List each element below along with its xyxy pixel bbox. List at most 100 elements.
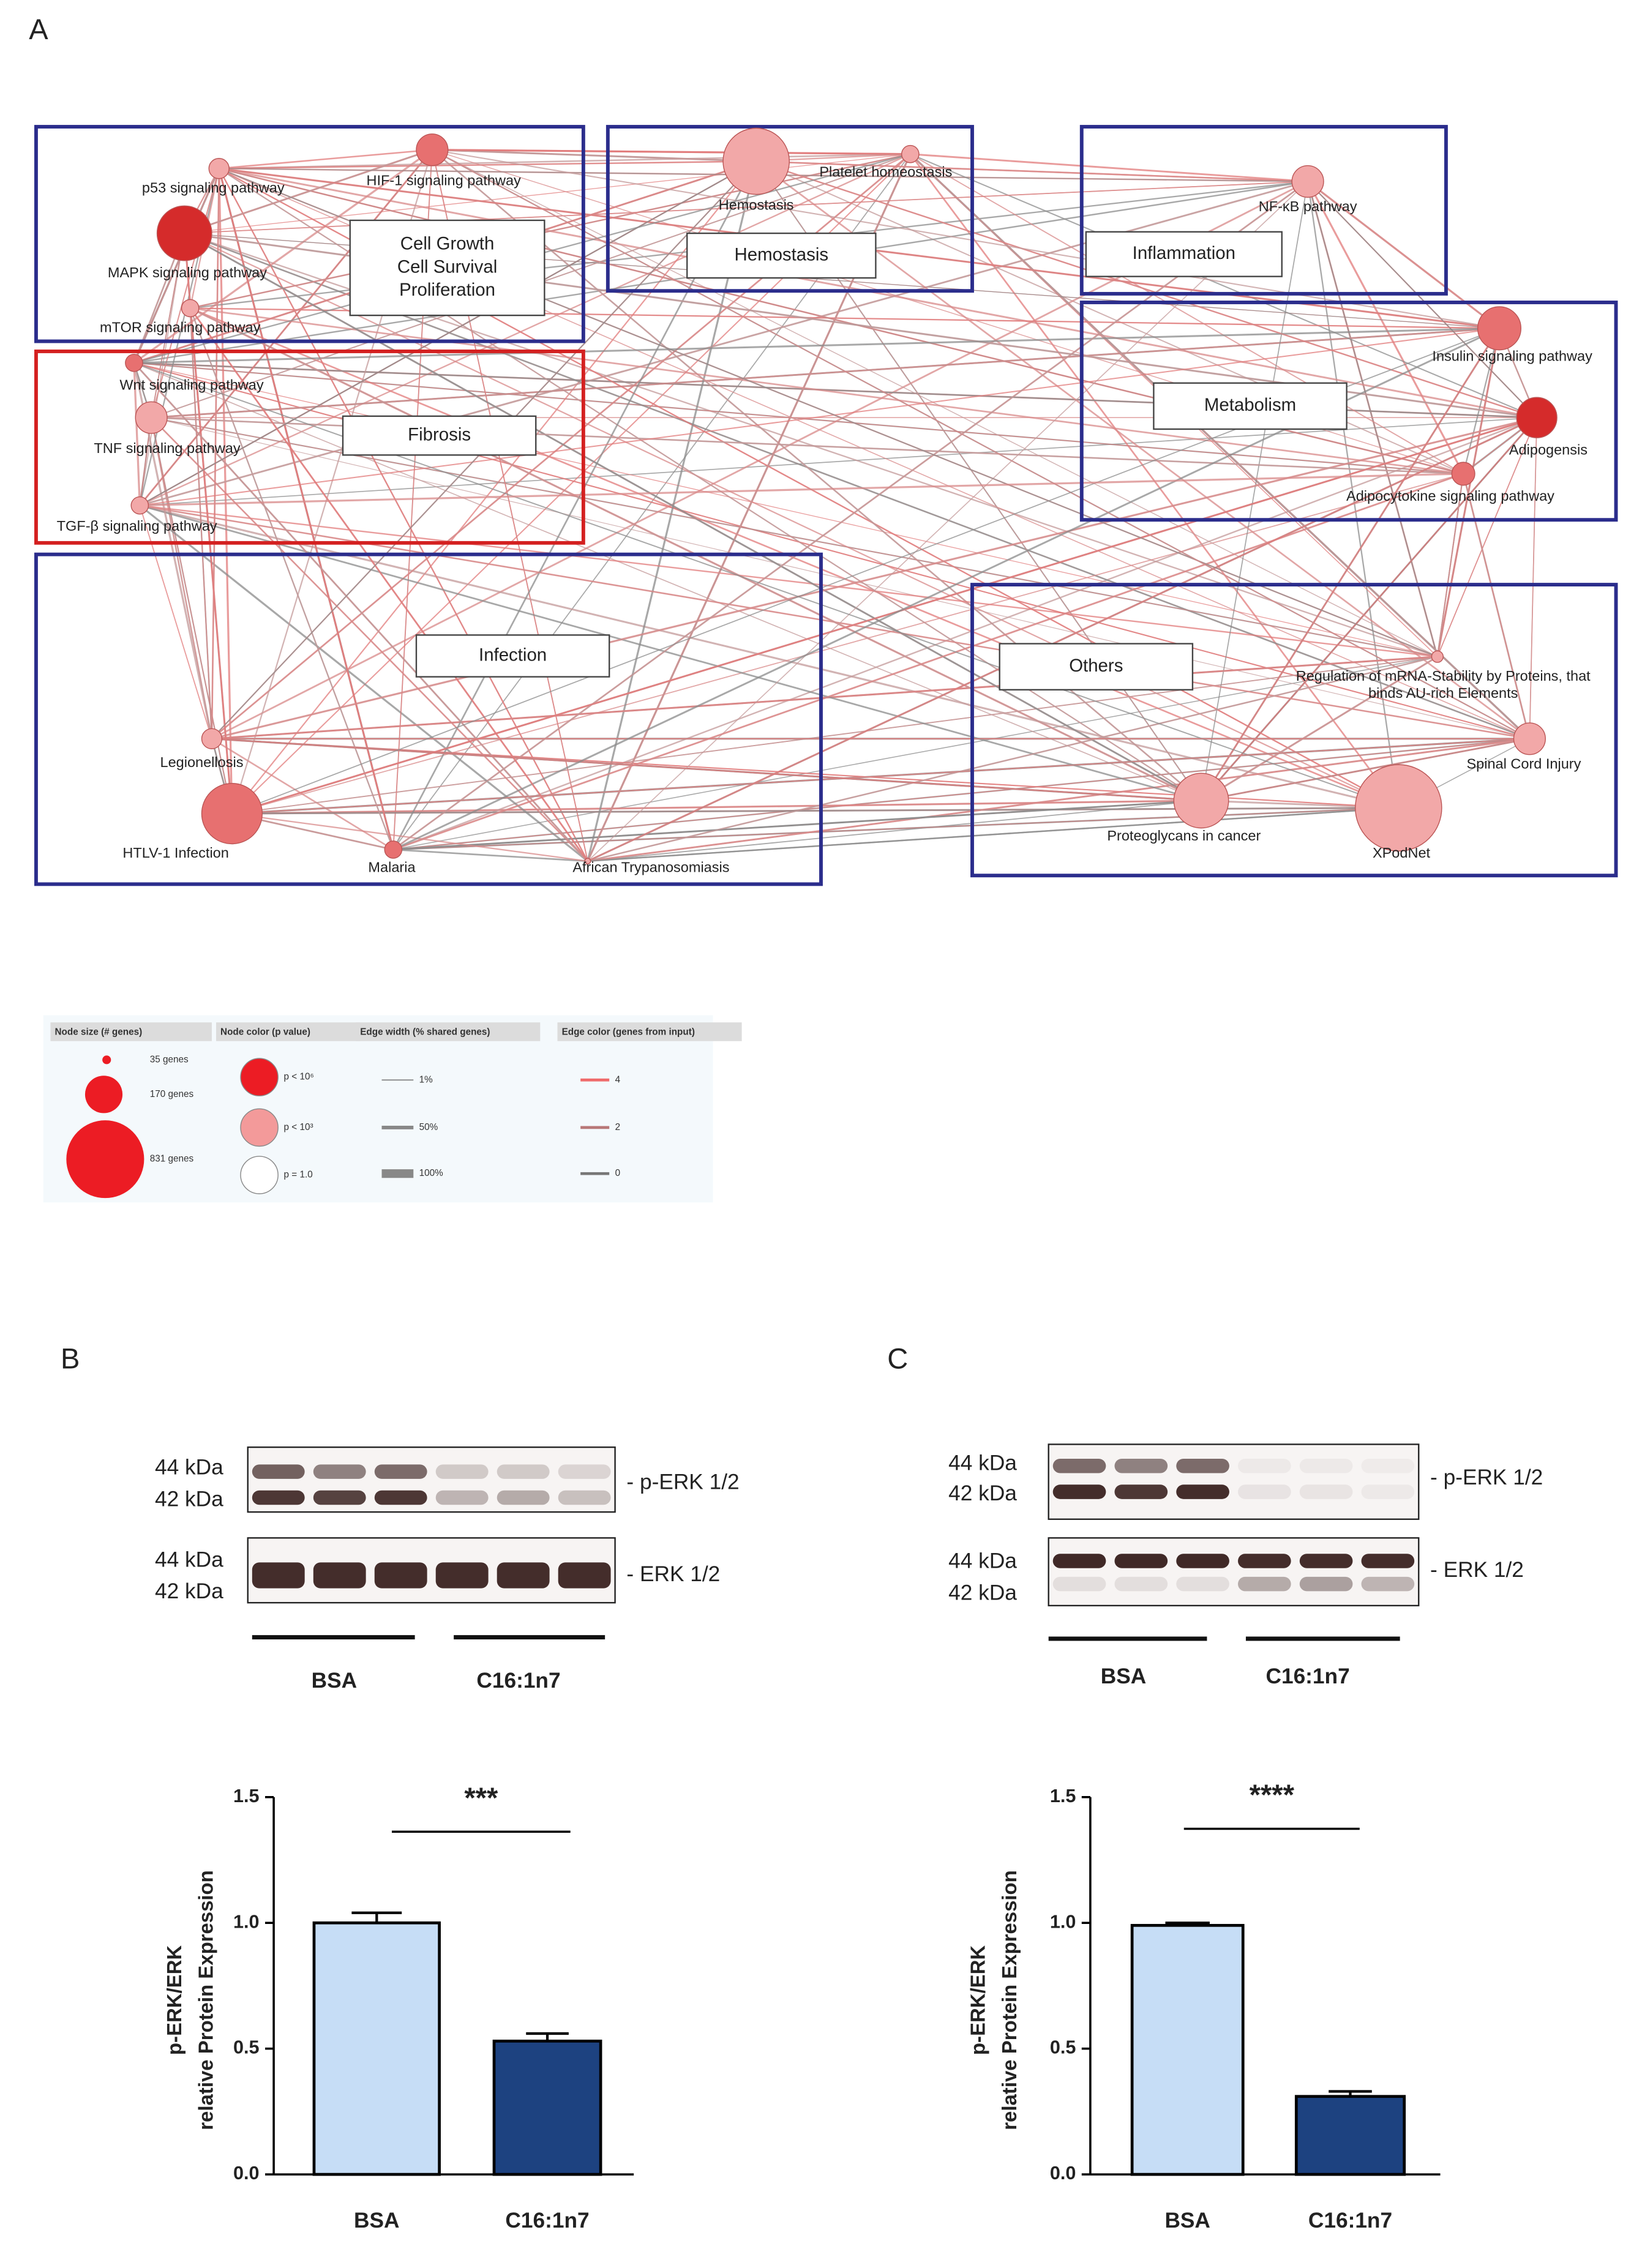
node xyxy=(135,401,168,434)
node-label: Spinal Cord Injury xyxy=(1467,755,1581,771)
group-label: Cell Growth xyxy=(400,234,495,254)
blot-band xyxy=(1114,1484,1168,1499)
node-label: Platelet homeostasis xyxy=(819,164,952,180)
edge xyxy=(910,153,1537,419)
edge xyxy=(587,807,1399,862)
legend-label: p < 10³ xyxy=(284,1122,313,1132)
group-box xyxy=(34,552,823,886)
legend-label: 35 genes xyxy=(150,1054,189,1065)
legend-header-box xyxy=(557,1022,742,1041)
blot-band xyxy=(1114,1554,1168,1568)
group-label: BSA xyxy=(312,1669,357,1693)
group-label-box xyxy=(342,415,537,456)
node-label: mTOR signaling pathway xyxy=(100,320,261,335)
blot-band xyxy=(1052,1554,1106,1568)
edge xyxy=(151,168,220,418)
node xyxy=(1516,397,1558,438)
blot-band xyxy=(435,1490,489,1505)
bar xyxy=(1130,1923,1245,2176)
edge xyxy=(190,153,911,309)
node xyxy=(125,353,143,372)
edge xyxy=(219,167,1537,419)
node xyxy=(1431,650,1444,663)
group-label: BSA xyxy=(1101,1664,1146,1688)
blot-band xyxy=(1361,1554,1415,1568)
blot-band xyxy=(1299,1484,1353,1499)
edge xyxy=(392,417,1537,851)
edge xyxy=(756,160,1308,182)
significance-annotation: *** xyxy=(464,1781,498,1814)
edge xyxy=(183,233,233,814)
group-label: Metabolism xyxy=(1204,395,1296,415)
blot-band xyxy=(497,1490,550,1505)
edge xyxy=(587,738,1530,863)
node xyxy=(901,144,920,163)
y-tick-label: 0.5 xyxy=(233,2037,260,2058)
group-label: Others xyxy=(1069,656,1123,676)
legend-size xyxy=(102,1055,111,1065)
legend-header-box xyxy=(50,1022,212,1041)
edge xyxy=(211,738,1202,802)
blot-band xyxy=(252,1464,305,1479)
edge xyxy=(231,473,1464,814)
y-tick-label: 0.0 xyxy=(1050,2163,1076,2184)
edge xyxy=(184,154,910,234)
group-label: Cell Survival xyxy=(397,256,497,277)
edge xyxy=(151,327,1500,419)
edge xyxy=(1529,417,1537,739)
blot-band xyxy=(1299,1458,1353,1473)
blot-band xyxy=(1238,1576,1291,1592)
edge xyxy=(219,160,757,169)
edge xyxy=(1200,327,1501,801)
edge xyxy=(189,307,394,850)
bar xyxy=(1294,2095,1406,2176)
edge xyxy=(184,232,1202,802)
blot-band xyxy=(1176,1576,1229,1592)
edge xyxy=(1201,417,1538,801)
node xyxy=(1513,722,1546,755)
node xyxy=(130,496,149,515)
y-axis-label: p-ERK/ERK xyxy=(163,1945,186,2055)
blot-band xyxy=(1299,1576,1353,1592)
blot-band xyxy=(1299,1554,1353,1568)
blot-frame xyxy=(1048,1537,1420,1607)
blot-band xyxy=(435,1562,489,1589)
node-label: XPodNet xyxy=(1373,845,1431,861)
edge xyxy=(231,656,1438,815)
node-label: MAPK signaling pathway xyxy=(108,264,267,280)
edge xyxy=(211,416,1537,740)
node-label: binds AU-rich Elements xyxy=(1368,685,1518,701)
node-label: Proteoglycans in cancer xyxy=(1107,828,1261,844)
edge xyxy=(140,327,1500,506)
kda-marker: 44 kDa xyxy=(948,1549,1017,1573)
edge xyxy=(432,149,910,155)
edge xyxy=(190,307,1399,809)
edge xyxy=(218,168,233,814)
node-label: Hemostasis xyxy=(719,197,794,213)
edge xyxy=(432,149,1438,657)
blot-band xyxy=(1361,1458,1415,1473)
group-box xyxy=(1079,301,1618,522)
blot-band xyxy=(497,1464,550,1479)
blot-band xyxy=(1238,1458,1291,1473)
edge xyxy=(133,327,1500,364)
node-label: Adipocytokine signaling pathway xyxy=(1346,488,1554,504)
edge xyxy=(432,149,1530,739)
blot-band xyxy=(1114,1458,1168,1473)
edge xyxy=(231,417,1537,815)
node-label: TNF signaling pathway xyxy=(94,440,240,456)
edge xyxy=(432,149,757,162)
edge xyxy=(140,473,1464,507)
edge xyxy=(1437,417,1537,657)
edge xyxy=(755,160,1537,419)
legend-label: p < 10⁶ xyxy=(284,1072,314,1082)
node-label: NF-κB pathway xyxy=(1259,198,1357,214)
kda-marker: 42 kDa xyxy=(948,1481,1017,1505)
panel-label: C xyxy=(887,1342,908,1374)
legend-header-box xyxy=(356,1022,541,1041)
node xyxy=(156,205,212,261)
y-axis-label: relative Protein Expression xyxy=(195,1870,217,2130)
node-label: Insulin signaling pathway xyxy=(1432,348,1592,364)
blot-band xyxy=(1361,1576,1415,1592)
legend-header: Edge width (% shared genes) xyxy=(360,1027,490,1038)
